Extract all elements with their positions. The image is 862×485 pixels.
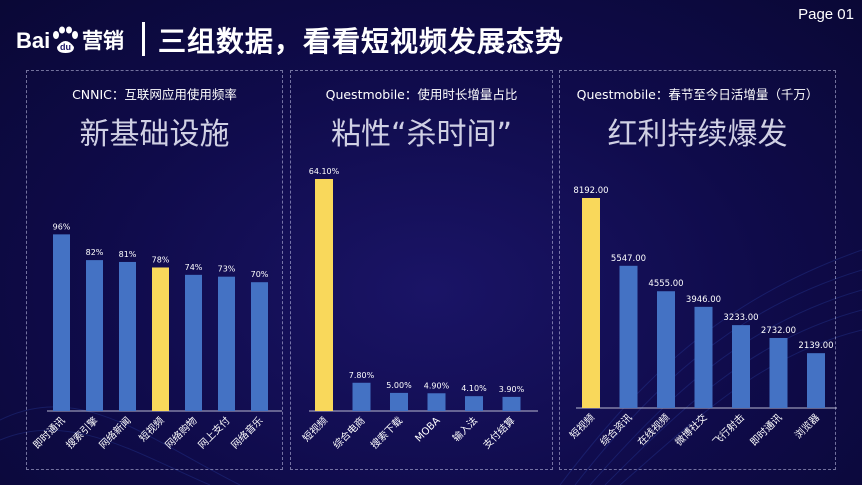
bar-搜索引擎 xyxy=(86,260,103,411)
bar-网络音乐 xyxy=(251,282,268,411)
bar-支付结算 xyxy=(502,396,521,411)
category-label: 在线视频 xyxy=(635,411,672,448)
bar-综合资讯 xyxy=(619,265,638,408)
bar-在线视频 xyxy=(657,291,675,408)
category-label: 网络新闻 xyxy=(96,414,133,451)
category-label: 飞行射击 xyxy=(710,411,747,448)
bar-chart-time-share: 64.10% 短视频 7.80% 综合电商 5.00% 搜索下载 4.90% MOBA 4.10… xyxy=(300,167,538,451)
bar-chart-dau-growth: 8192.00 短视频 5547.00 综合资讯 4555.00 在线视频 3946.00 微… xyxy=(567,186,837,449)
data-label: 4.90% xyxy=(424,381,450,390)
data-label: 3946.00 xyxy=(686,295,721,305)
panel-usage-frequency: CNNIC：互联网应用使用频率 新基础设施 96% 即时通讯 82% 搜索引擎 81% 网… xyxy=(26,70,283,470)
bar-网络购物 xyxy=(185,274,202,411)
category-label: 短视频 xyxy=(300,414,330,444)
paw-icon: du xyxy=(53,26,78,53)
category-label: 网络购物 xyxy=(162,414,199,451)
bar-MOBA xyxy=(427,393,446,411)
data-label: 81% xyxy=(119,250,137,259)
bar-搜索下载 xyxy=(390,392,408,411)
data-label: 73% xyxy=(218,265,236,274)
data-label: 8192.00 xyxy=(573,186,608,196)
bar-短视频 xyxy=(582,198,600,408)
category-label: 网上支付 xyxy=(195,414,232,451)
data-label: 96% xyxy=(53,222,71,231)
page-number: Page 01 xyxy=(798,6,854,23)
data-label: 74% xyxy=(185,263,203,272)
bar-网上支付 xyxy=(218,276,235,411)
panel-title: 红利持续爆发 xyxy=(607,117,788,152)
panel-title: 粘性“杀时间” xyxy=(330,117,513,152)
bar-输入法 xyxy=(465,396,483,411)
bar-短视频 xyxy=(315,179,333,411)
logo-text-left: Bai xyxy=(16,28,50,53)
panel-dau-growth: Questmobile：春节至今日活增量（千万） 红利持续爆发 8192.00 短… xyxy=(559,70,837,470)
data-label: 82% xyxy=(86,248,104,257)
category-label: 搜索引擎 xyxy=(63,414,100,451)
logo-text-mid: du xyxy=(60,42,71,52)
category-label: 浏览器 xyxy=(792,411,822,441)
category-label: 微博社交 xyxy=(672,411,709,448)
data-label: 64.10% xyxy=(309,167,340,176)
data-label: 70% xyxy=(251,270,269,279)
page-title: 三组数据，看看短视频发展态势 xyxy=(158,25,565,58)
category-label: MOBA xyxy=(413,415,442,444)
panel-subtitle: CNNIC：互联网应用使用频率 xyxy=(72,87,237,102)
panel-time-share: Questmobile：使用时长增量占比 粘性“杀时间” 64.10% 短视频 7.… xyxy=(290,70,553,470)
bar-chart-usage-frequency: 96% 即时通讯 82% 搜索引擎 81% 网络新闻 78% 短视频 74% 网络购物 73% 网上支… xyxy=(31,222,282,452)
data-label: 4555.00 xyxy=(648,279,683,289)
bar-即时通讯 xyxy=(769,337,788,408)
data-label: 5547.00 xyxy=(611,254,646,264)
category-label: 即时通讯 xyxy=(31,415,68,452)
logo-text-right: 营销 xyxy=(82,29,124,53)
category-label: 网络音乐 xyxy=(228,414,265,451)
panel-subtitle: Questmobile：春节至今日活增量（千万） xyxy=(576,87,819,102)
bar-浏览器 xyxy=(807,353,825,408)
baidu-logo: Bai du 营销 xyxy=(16,24,134,56)
data-label: 78% xyxy=(152,255,170,264)
bar-飞行射击 xyxy=(732,325,750,408)
category-label: 短视频 xyxy=(136,414,166,444)
bar-短视频 xyxy=(152,267,169,411)
panel-subtitle: Questmobile：使用时长增量占比 xyxy=(325,87,518,102)
data-label: 3.90% xyxy=(499,385,525,394)
panel-title: 新基础设施 xyxy=(79,117,230,152)
category-label: 短视频 xyxy=(567,411,597,441)
title-divider xyxy=(142,22,145,56)
bar-微博社交 xyxy=(694,306,713,408)
data-label: 5.00% xyxy=(386,381,412,390)
data-label: 2139.00 xyxy=(798,341,833,351)
category-label: 即时通讯 xyxy=(748,412,785,449)
category-label: 支付结算 xyxy=(480,414,517,451)
data-label: 7.80% xyxy=(349,371,375,380)
category-label: 搜索下载 xyxy=(368,414,405,451)
bar-网络新闻 xyxy=(119,261,136,411)
data-label: 3233.00 xyxy=(723,313,758,323)
category-label: 综合电商 xyxy=(330,414,367,451)
category-label: 输入法 xyxy=(450,414,480,444)
data-label: 4.10% xyxy=(461,384,487,393)
bar-综合电商 xyxy=(352,382,371,411)
category-label: 综合资讯 xyxy=(597,411,634,448)
data-label: 2732.00 xyxy=(761,326,796,336)
bar-即时通讯 xyxy=(53,234,70,411)
